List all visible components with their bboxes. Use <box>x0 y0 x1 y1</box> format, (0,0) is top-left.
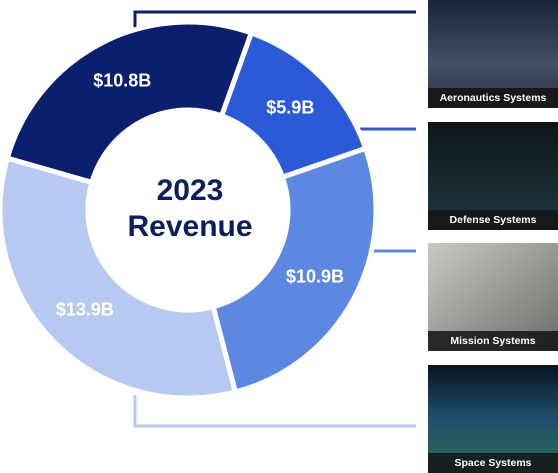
donut-segment <box>210 145 379 395</box>
panel-caption: Mission Systems <box>450 335 535 347</box>
panel-caption: Space Systems <box>454 457 531 469</box>
center-label: 2023 <box>157 174 224 207</box>
value-label: $5.9B <box>266 97 314 117</box>
connector <box>133 395 416 428</box>
caption-bar <box>428 453 558 473</box>
caption-bar <box>428 88 558 108</box>
value-label: $10.9B <box>286 267 344 287</box>
caption-bar <box>428 331 558 351</box>
panel-caption: Aeronautics Systems <box>440 92 547 104</box>
caption-bar <box>428 210 558 230</box>
value-label: $10.8B <box>93 71 151 91</box>
center-label: Revenue <box>127 210 252 243</box>
donut-segment <box>0 155 239 401</box>
donut-segment <box>4 19 255 186</box>
photo-panels <box>428 0 558 473</box>
panel-caption: Defense Systems <box>450 214 537 226</box>
value-label: $13.9B <box>56 299 114 319</box>
